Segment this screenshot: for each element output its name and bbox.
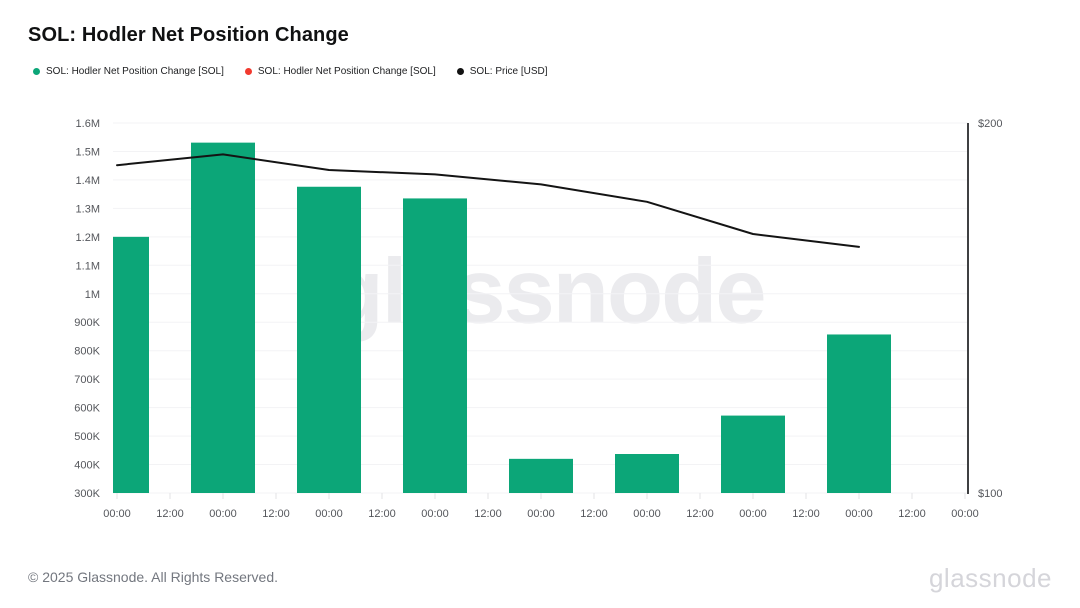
- bar-hodler-net-position: [191, 142, 255, 493]
- bar-hodler-net-position: [113, 236, 149, 493]
- x-axis-tick-label: 00:00: [421, 508, 449, 520]
- price-line: [116, 153, 860, 248]
- x-axis-tick-label: 00:00: [633, 508, 661, 520]
- legend-item-2[interactable]: SOL: Price [USD]: [456, 66, 548, 77]
- x-axis-tick-label: 00:00: [951, 508, 979, 520]
- glassnode-logo: glassnode: [928, 563, 1052, 593]
- x-axis-tick-label: 12:00: [792, 508, 820, 520]
- footer-copyright: © 2025 Glassnode. All Rights Reserved.: [28, 569, 279, 585]
- bar-hodler-net-position: [827, 334, 891, 493]
- page-title: SOL: Hodler Net Position Change: [28, 24, 349, 46]
- chart-legend: SOL: Hodler Net Position Change [SOL] SOL…: [33, 66, 548, 77]
- x-axis-tick-label: 00:00: [103, 508, 131, 520]
- glassnode-watermark: glassnode: [327, 240, 766, 343]
- x-axis-tick-label: 12:00: [156, 508, 184, 520]
- bar-hodler-net-position: [615, 454, 679, 493]
- legend-dot-icon: [456, 68, 464, 75]
- x-axis-tick-label: 12:00: [474, 508, 502, 520]
- bar-hodler-net-position: [721, 415, 785, 493]
- left-axis-tick-label: 1.2M: [76, 232, 100, 244]
- bar-hodler-net-position: [509, 458, 573, 493]
- left-axis-labels: 1.6M 1.5M 1.4M 1.3M 1.2M 1.1M 1M 900K 800K 700K 60…: [74, 118, 100, 500]
- bars-group: [113, 142, 891, 493]
- left-axis-tick-label: 1.6M: [76, 118, 100, 130]
- left-axis-tick-label: 300K: [74, 488, 100, 500]
- x-axis-tick-label: 00:00: [739, 508, 767, 520]
- gridlines-group: [113, 122, 968, 494]
- legend-item-label: SOL: Hodler Net Position Change [SOL]: [46, 66, 224, 77]
- x-axis-tick-label: 00:00: [209, 508, 237, 520]
- left-axis-tick-label: 900K: [74, 317, 100, 329]
- left-axis-tick-label: 1.4M: [76, 175, 100, 187]
- right-axis-tick-label: $200: [978, 118, 1002, 130]
- left-axis-tick-label: 800K: [74, 346, 100, 358]
- x-axis-labels: 00:00 12:00 00:00 12:00 00:00 12:00 00:00 12:00…: [103, 508, 979, 520]
- legend-item-label: SOL: Price [USD]: [469, 66, 548, 77]
- x-axis-tick-label: 12:00: [262, 508, 290, 520]
- bar-hodler-net-position: [297, 186, 361, 493]
- legend-item-1[interactable]: SOL: Hodler Net Position Change [SOL]: [244, 66, 436, 77]
- x-axis-tick-label: 12:00: [580, 508, 608, 520]
- legend-dot-icon: [244, 68, 252, 75]
- left-axis-tick-label: 1.5M: [76, 146, 100, 158]
- right-axis-labels: $200 $100: [978, 118, 1002, 500]
- left-axis-tick-label: 1M: [85, 289, 100, 301]
- bar-hodler-net-position: [403, 198, 467, 493]
- left-axis-tick-label: 500K: [74, 431, 100, 443]
- x-tickmarks-group: [116, 493, 966, 499]
- left-axis-tick-label: 400K: [74, 460, 100, 472]
- x-axis-tick-label: 00:00: [315, 508, 343, 520]
- x-axis-tick-label: 12:00: [898, 508, 926, 520]
- x-axis-tick-label: 00:00: [845, 508, 873, 520]
- left-axis-tick-label: 600K: [74, 403, 100, 415]
- left-axis-tick-label: 700K: [74, 374, 100, 386]
- right-axis-tick-label: $100: [978, 488, 1002, 500]
- legend-dot-icon: [33, 68, 40, 75]
- legend-item-0[interactable]: SOL: Hodler Net Position Change [SOL]: [33, 66, 224, 77]
- x-axis-tick-label: 00:00: [527, 508, 555, 520]
- x-axis-tick-label: 12:00: [368, 508, 396, 520]
- x-axis-tick-label: 12:00: [686, 508, 714, 520]
- left-axis-tick-label: 1.1M: [76, 260, 100, 272]
- legend-item-label: SOL: Hodler Net Position Change [SOL]: [257, 66, 436, 77]
- left-axis-tick-label: 1.3M: [76, 203, 100, 215]
